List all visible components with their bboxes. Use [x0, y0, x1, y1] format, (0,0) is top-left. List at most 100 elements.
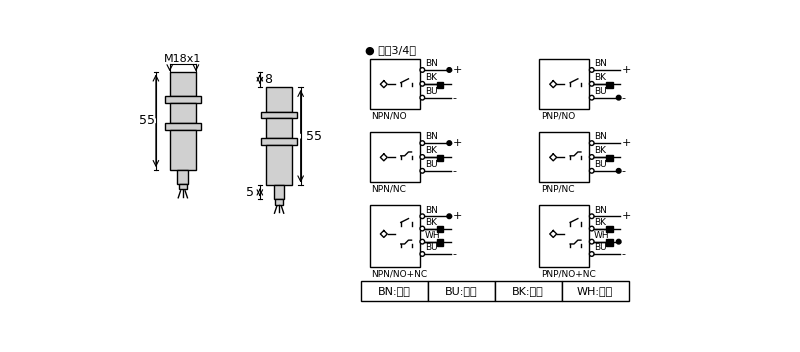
Text: PNP/NO+NC: PNP/NO+NC [541, 270, 596, 278]
Bar [170, 103, 196, 123]
Bar [539, 206, 590, 267]
Text: BK: BK [594, 218, 606, 227]
Bar [274, 186, 285, 199]
Text: -: - [452, 166, 456, 176]
Bar [606, 226, 613, 232]
Circle shape [590, 226, 594, 231]
Text: -: - [452, 93, 456, 103]
Text: 55: 55 [139, 114, 155, 127]
Text: BK: BK [425, 73, 437, 82]
Bar [494, 281, 562, 301]
Text: -: - [622, 249, 626, 259]
Bar [361, 281, 428, 301]
Bar [606, 82, 613, 88]
Text: +: + [452, 138, 462, 148]
Text: BK: BK [425, 218, 437, 227]
Text: BN:棕色: BN:棕色 [378, 286, 410, 296]
Bar [606, 155, 613, 161]
Circle shape [590, 95, 594, 100]
Bar [437, 226, 443, 232]
Text: WH: WH [594, 231, 610, 240]
Circle shape [447, 68, 451, 72]
Circle shape [590, 141, 594, 145]
Bar [179, 184, 186, 189]
Bar [275, 199, 283, 205]
Bar [428, 281, 494, 301]
Circle shape [590, 214, 594, 219]
Text: BK: BK [594, 73, 606, 82]
Text: NPN/NO: NPN/NO [371, 112, 407, 121]
Text: PNP/NC: PNP/NC [541, 185, 574, 194]
Bar [165, 123, 201, 130]
Circle shape [420, 68, 425, 72]
Circle shape [590, 82, 594, 86]
Text: BU: BU [425, 243, 438, 252]
Text: BU:兰色: BU:兰色 [445, 286, 478, 296]
Bar [170, 71, 196, 96]
Bar [606, 239, 613, 246]
Circle shape [420, 141, 425, 145]
Bar [437, 239, 443, 246]
Circle shape [420, 169, 425, 173]
Text: BN: BN [425, 206, 438, 215]
Text: M18x1: M18x1 [164, 54, 202, 64]
Text: BN: BN [425, 132, 438, 142]
Circle shape [590, 252, 594, 256]
Text: +: + [622, 211, 631, 221]
Text: BN: BN [425, 59, 438, 68]
Text: +: + [452, 211, 462, 221]
Bar [170, 130, 196, 170]
Text: +: + [622, 65, 631, 75]
Text: BU: BU [594, 243, 606, 252]
Text: BU: BU [425, 87, 438, 96]
Text: NPN/NC: NPN/NC [371, 185, 406, 194]
Circle shape [420, 155, 425, 159]
Text: WH: WH [425, 231, 440, 240]
Bar [370, 59, 420, 109]
Circle shape [616, 95, 621, 100]
Text: 5: 5 [246, 186, 254, 199]
Text: -: - [622, 93, 626, 103]
Bar [165, 96, 201, 103]
Circle shape [590, 155, 594, 159]
Text: +: + [452, 65, 462, 75]
Bar [437, 82, 443, 88]
Circle shape [447, 141, 451, 145]
Circle shape [590, 68, 594, 72]
Bar [539, 59, 590, 109]
Circle shape [420, 214, 425, 219]
Text: ● 直洖3/4线: ● 直洖3/4线 [366, 45, 416, 55]
Text: BU: BU [594, 87, 606, 96]
Bar [266, 87, 292, 112]
Text: BK: BK [425, 146, 437, 155]
Bar [262, 112, 297, 119]
Circle shape [616, 169, 621, 173]
Text: BN: BN [594, 132, 607, 142]
Circle shape [420, 226, 425, 231]
Bar [370, 206, 420, 267]
Circle shape [447, 214, 451, 219]
Text: WH:白色: WH:白色 [577, 286, 614, 296]
Bar [262, 138, 297, 145]
Text: PNP/NO: PNP/NO [541, 112, 575, 121]
Text: 8: 8 [264, 73, 272, 86]
Circle shape [420, 252, 425, 256]
Bar [562, 281, 629, 301]
Text: BK: BK [594, 146, 606, 155]
Bar [266, 145, 292, 186]
Text: BK:黑色: BK:黑色 [512, 286, 544, 296]
Text: BU: BU [594, 160, 606, 169]
Text: +: + [622, 138, 631, 148]
Text: -: - [452, 249, 456, 259]
Text: NPN/NO+NC: NPN/NO+NC [371, 270, 428, 278]
Circle shape [590, 169, 594, 173]
Bar [437, 155, 443, 161]
Text: BU: BU [425, 160, 438, 169]
Circle shape [420, 95, 425, 100]
Text: -: - [622, 166, 626, 176]
Circle shape [420, 239, 425, 244]
Bar [178, 170, 188, 184]
Bar [266, 119, 292, 138]
Circle shape [590, 239, 594, 244]
Bar [370, 132, 420, 182]
